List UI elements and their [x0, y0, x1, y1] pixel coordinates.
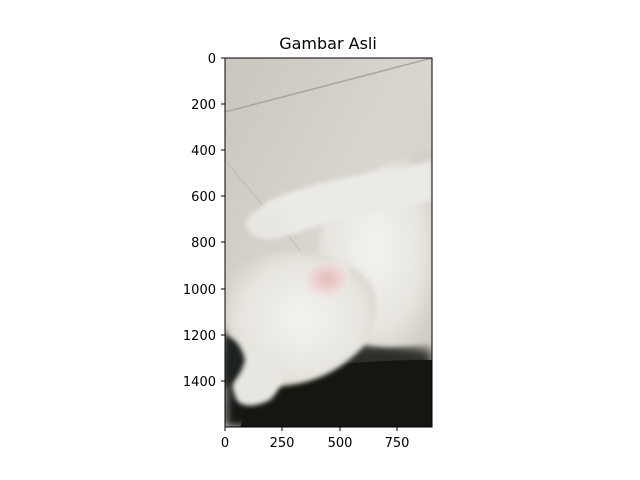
x-axis: 0 250 500 750	[221, 427, 410, 451]
y-tick-label: 200	[191, 98, 216, 113]
y-tick-label: 400	[191, 144, 216, 159]
cat-photo	[225, 58, 432, 427]
y-tick-label: 1400	[183, 375, 216, 390]
x-tick-label: 250	[270, 436, 295, 451]
y-tick-label: 600	[191, 190, 216, 205]
plot-title: Gambar Asli	[279, 34, 377, 53]
x-tick-label: 500	[328, 436, 353, 451]
x-tick-label: 0	[221, 436, 229, 451]
y-tick-label: 1200	[183, 329, 216, 344]
y-tick-label: 1000	[183, 283, 216, 298]
y-tick-label: 0	[208, 52, 216, 67]
x-tick-label: 750	[385, 436, 410, 451]
y-tick-label: 800	[191, 236, 216, 251]
y-axis: 0 200 400 600 800 1000 1200 1400	[183, 52, 225, 390]
